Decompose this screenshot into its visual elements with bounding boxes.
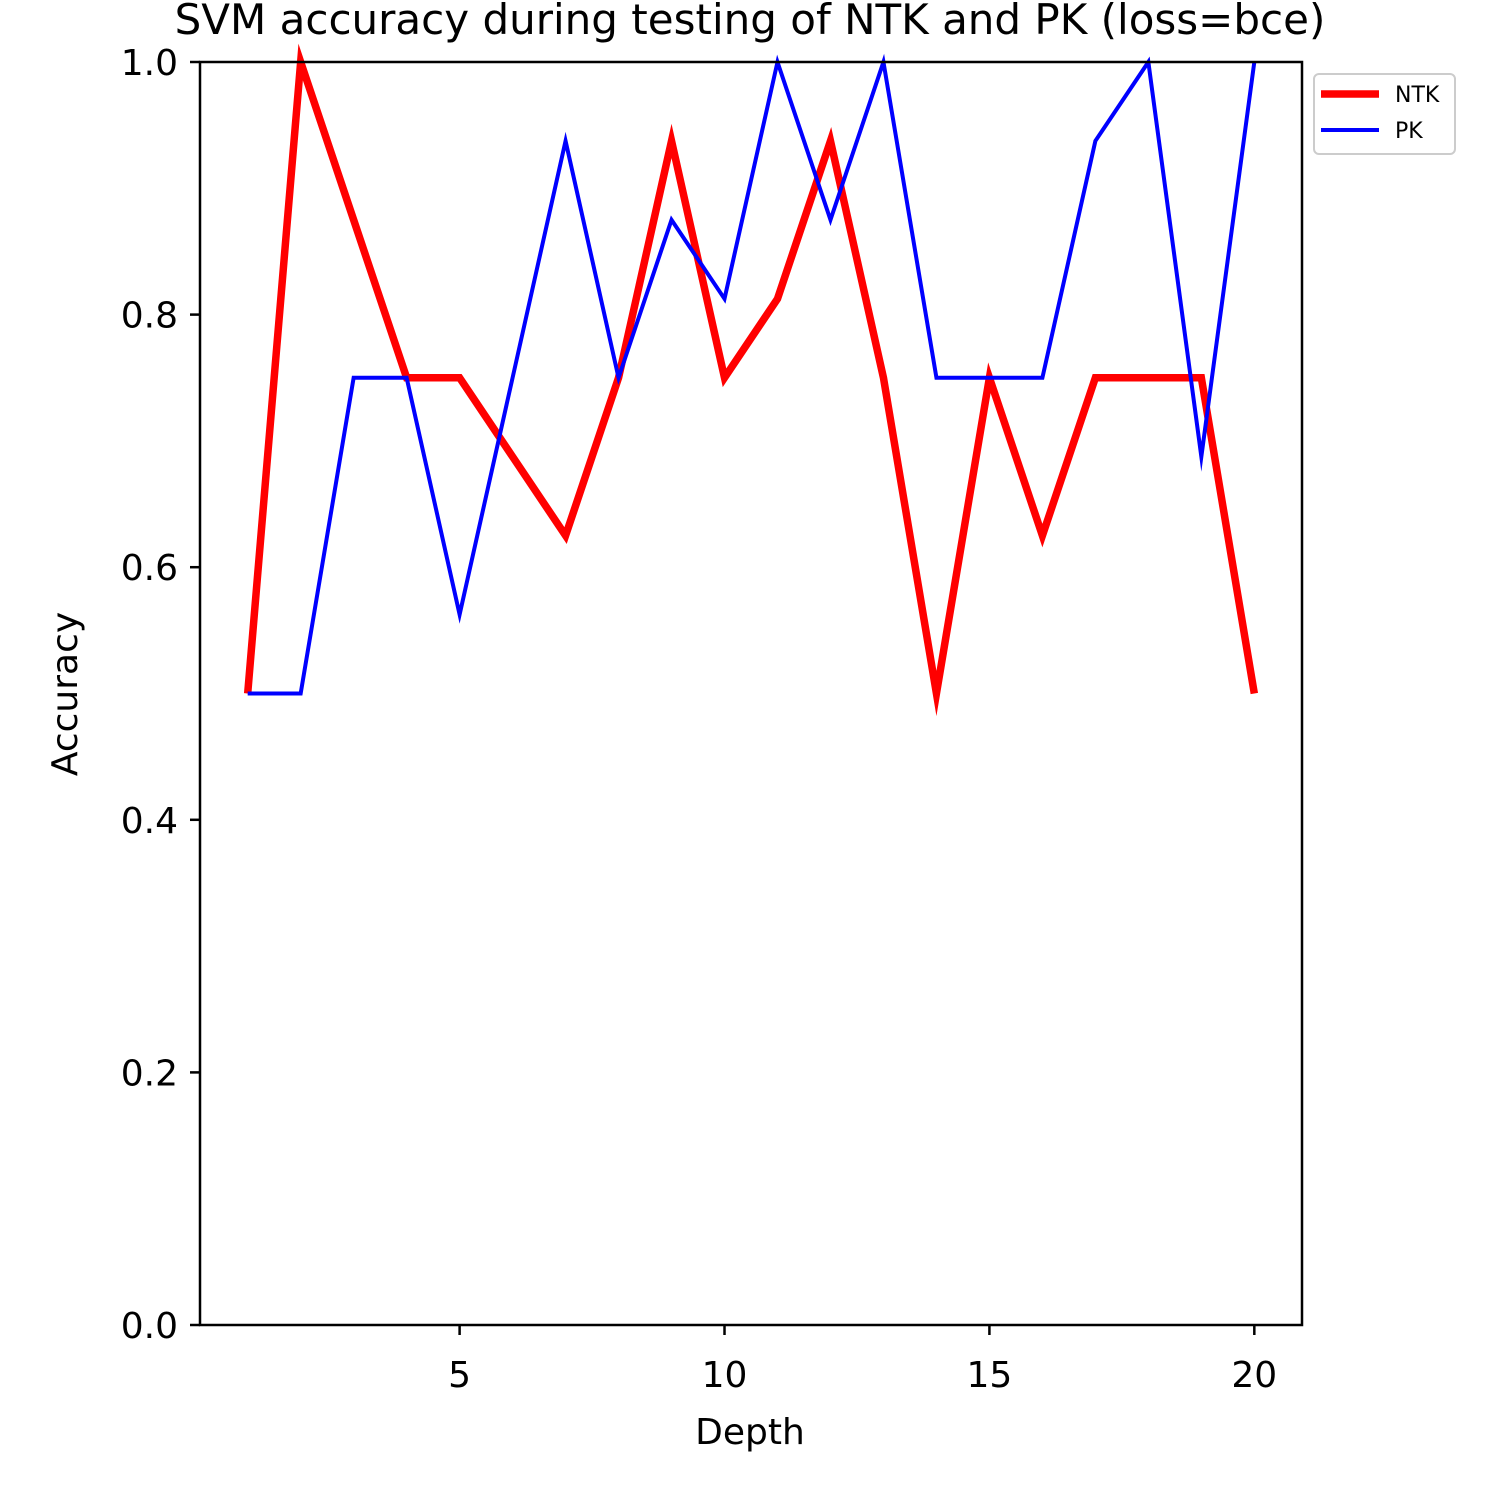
series-line-ntk [243,43,1259,717]
legend-label-pk: PK [1395,119,1423,144]
y-tick-label: 1.0 [121,43,178,84]
series-layer [243,43,1259,717]
x-tick-label: 15 [967,1355,1013,1396]
y-tick-label: 0.8 [121,296,178,337]
x-axis-label: Depth [695,1412,805,1453]
y-axis-label: Accuracy [45,612,86,776]
series-line-pk [247,53,1257,696]
x-tick-label: 20 [1231,1355,1277,1396]
y-tick-label: 0.0 [121,1306,178,1347]
plot-frame [198,60,1304,1327]
y-tick-label: 0.6 [121,548,178,589]
x-axis: 5 10 15 20 [448,1325,1277,1396]
y-axis: 0.0 0.2 0.4 0.6 0.8 1.0 [121,43,200,1347]
legend: NTK PK [1313,73,1456,155]
y-tick-label: 0.2 [121,1053,178,1094]
chart-title: SVM accuracy during testing of NTK and P… [175,0,1326,44]
legend-label-ntk: NTK [1395,83,1440,108]
x-tick-label: 5 [448,1355,471,1396]
y-tick-label: 0.4 [121,801,178,842]
x-tick-label: 10 [702,1355,748,1396]
